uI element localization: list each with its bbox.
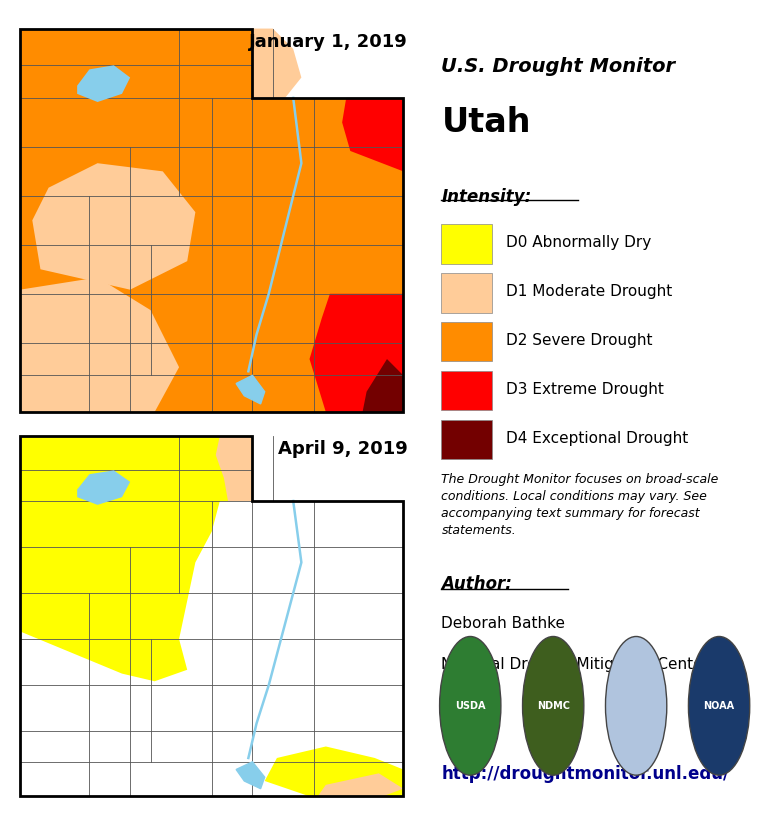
Polygon shape [362,359,403,412]
Text: Deborah Bathke: Deborah Bathke [441,616,565,631]
Text: January 1, 2019: January 1, 2019 [249,33,408,51]
Text: Author:: Author: [441,575,512,593]
Polygon shape [20,29,403,412]
Polygon shape [32,163,195,290]
Polygon shape [216,436,252,501]
Text: NDMC: NDMC [537,701,570,711]
Text: Intensity:: Intensity: [441,188,532,206]
Polygon shape [20,29,403,412]
Polygon shape [77,470,130,505]
Text: National Drought Mitigation Center: National Drought Mitigation Center [441,657,710,672]
FancyBboxPatch shape [441,420,492,459]
FancyBboxPatch shape [441,322,492,361]
Circle shape [440,636,501,775]
Polygon shape [310,294,403,412]
Polygon shape [77,65,130,102]
Text: http://droughtmonitor.unl.edu/: http://droughtmonitor.unl.edu/ [441,765,730,783]
Text: April 9, 2019: April 9, 2019 [278,440,408,458]
Polygon shape [20,277,179,412]
FancyBboxPatch shape [441,371,492,410]
Circle shape [522,636,584,775]
Polygon shape [342,98,403,171]
Polygon shape [265,747,403,796]
FancyBboxPatch shape [441,273,492,313]
Text: USDA: USDA [455,701,485,711]
Text: D0 Abnormally Dry: D0 Abnormally Dry [506,235,652,250]
Text: D3 Extreme Drought: D3 Extreme Drought [506,382,664,397]
Polygon shape [236,762,265,788]
Circle shape [688,636,750,775]
Text: U.S. Drought Monitor: U.S. Drought Monitor [441,57,676,76]
Text: NOAA: NOAA [703,701,735,711]
Text: D1 Moderate Drought: D1 Moderate Drought [506,284,673,299]
Circle shape [605,636,666,775]
FancyBboxPatch shape [441,224,492,264]
Polygon shape [318,774,403,796]
Polygon shape [20,436,252,681]
Text: D4 Exceptional Drought: D4 Exceptional Drought [506,431,688,446]
Text: Utah: Utah [441,106,531,139]
Polygon shape [236,375,265,404]
Polygon shape [20,436,403,796]
Text: D2 Severe Drought: D2 Severe Drought [506,333,653,348]
Text: The Drought Monitor focuses on broad-scale
conditions. Local conditions may vary: The Drought Monitor focuses on broad-sca… [441,473,719,537]
Polygon shape [252,29,301,98]
